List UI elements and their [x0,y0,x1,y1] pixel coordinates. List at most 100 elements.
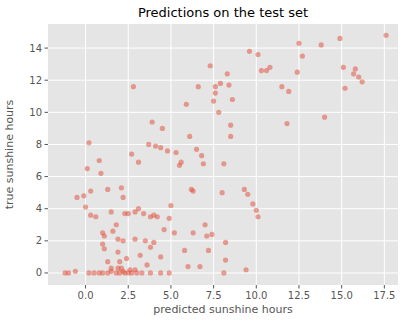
point [286,89,291,94]
point [136,206,141,211]
point [138,253,143,258]
point [144,262,149,267]
y-tick [45,48,49,49]
y-tick-label: 4 [36,203,42,214]
x-tick-label: 12.5 [288,290,310,301]
point [148,245,153,250]
point [119,185,124,190]
point [115,237,120,242]
point [121,238,126,243]
point [213,90,218,95]
point [98,171,103,176]
point [132,267,137,272]
x-tick-label: 7.5 [206,290,222,301]
point [337,36,342,41]
x-tick-label: 10.0 [245,290,267,301]
point [86,270,91,275]
point [221,161,226,166]
point [356,74,361,79]
point [196,84,201,89]
y-tick [45,208,49,209]
point [191,230,196,235]
point [161,227,166,232]
point [167,270,172,275]
point [160,126,165,131]
point [267,65,272,70]
point [151,240,156,245]
point [158,254,163,259]
point [194,147,199,152]
point [102,246,107,251]
y-grid-line [48,240,398,241]
point [91,270,96,275]
x-grid-line [213,24,214,285]
point [284,121,289,126]
y-grid-line [48,208,398,209]
point [223,240,228,245]
point [158,270,163,275]
point [322,115,327,120]
x-tick [298,285,299,289]
x-tick [213,285,214,289]
y-tick-label: 10 [29,107,42,118]
y-axis-label: true sunshine hours [3,99,16,209]
point [223,258,228,263]
point [213,84,218,89]
point [230,97,235,102]
point [97,158,102,163]
point [136,160,141,165]
y-tick-label: 14 [29,43,42,54]
point [86,140,91,145]
point [109,209,114,214]
point [146,142,151,147]
point [105,187,110,192]
point [167,216,172,221]
point [179,160,184,165]
point [206,248,211,253]
point [342,86,347,91]
point [225,71,230,76]
point [105,259,110,264]
point [208,63,213,68]
x-axis-label: predicted sunshine hours [153,303,293,316]
x-grid-line [256,24,257,285]
point [182,248,187,253]
point [88,213,93,218]
point [115,266,120,271]
x-tick [256,285,257,289]
point [155,214,160,219]
point [122,211,127,216]
point [201,161,206,166]
y-grid-line [48,48,398,49]
x-grid-line [384,24,385,285]
y-tick-label: 6 [36,171,42,182]
point [83,205,88,210]
point [197,264,202,269]
point [110,229,115,234]
point [168,203,173,208]
point [115,249,120,254]
point [202,222,207,227]
y-tick-label: 0 [36,267,42,278]
point [351,71,356,76]
point [199,153,204,158]
x-tick [384,285,385,289]
point [124,256,129,261]
y-tick [45,80,49,81]
point [158,145,163,150]
point [165,148,170,153]
point [127,267,132,272]
point [218,81,223,86]
point [191,188,196,193]
point [121,195,126,200]
x-tick-label: 17.5 [373,290,395,301]
point [220,190,225,195]
point [73,269,78,274]
y-grid-line [48,80,398,81]
x-grid-line [298,24,299,285]
point [216,110,221,115]
point [185,264,190,269]
point [148,270,153,275]
point [319,42,324,47]
point [85,166,90,171]
